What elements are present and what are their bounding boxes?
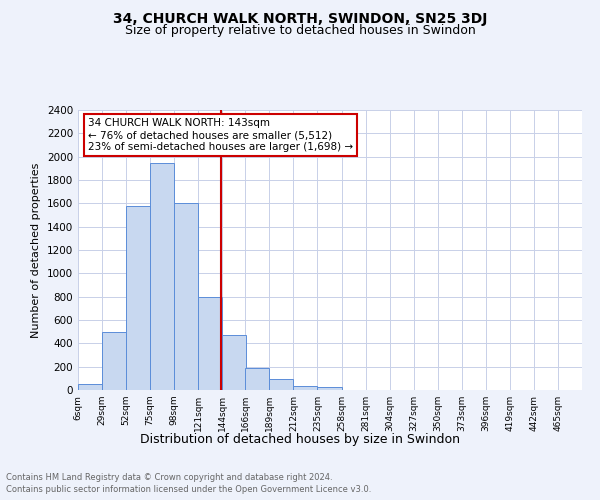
Bar	[222, 335, 247, 390]
Bar	[245, 368, 269, 390]
Text: 34 CHURCH WALK NORTH: 143sqm
← 76% of detached houses are smaller (5,512)
23% of: 34 CHURCH WALK NORTH: 143sqm ← 76% of de…	[88, 118, 353, 152]
Bar	[198, 296, 222, 390]
Text: 34, CHURCH WALK NORTH, SWINDON, SN25 3DJ: 34, CHURCH WALK NORTH, SWINDON, SN25 3DJ	[113, 12, 487, 26]
Text: Contains HM Land Registry data © Crown copyright and database right 2024.: Contains HM Land Registry data © Crown c…	[6, 472, 332, 482]
Bar	[78, 384, 102, 390]
Bar	[102, 332, 126, 390]
Bar	[269, 379, 293, 390]
Text: Distribution of detached houses by size in Swindon: Distribution of detached houses by size …	[140, 432, 460, 446]
Y-axis label: Number of detached properties: Number of detached properties	[31, 162, 41, 338]
Bar	[126, 206, 150, 390]
Bar	[317, 386, 341, 390]
Bar	[174, 204, 198, 390]
Bar	[150, 162, 174, 390]
Bar	[293, 386, 317, 390]
Text: Contains public sector information licensed under the Open Government Licence v3: Contains public sector information licen…	[6, 485, 371, 494]
Text: Size of property relative to detached houses in Swindon: Size of property relative to detached ho…	[125, 24, 475, 37]
